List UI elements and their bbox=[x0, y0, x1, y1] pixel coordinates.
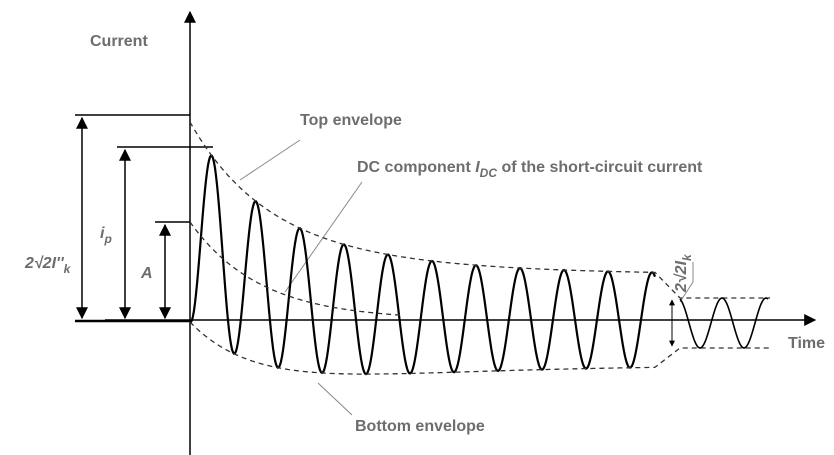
dc-component-label: DC component IDC of the short-circuit cu… bbox=[357, 159, 703, 180]
subscript: p bbox=[103, 232, 111, 246]
initial-peak-label: 2√2I''k bbox=[24, 255, 72, 276]
bottom-envelope-label: Bottom envelope bbox=[355, 418, 485, 435]
y-axis-label: Current bbox=[90, 33, 148, 50]
symbol: 2√2I bbox=[673, 260, 690, 293]
peak-current-label: ip bbox=[100, 225, 112, 246]
symbol: I bbox=[475, 159, 480, 176]
bottom-envelope bbox=[189, 321, 770, 375]
waveform-group bbox=[189, 121, 770, 376]
waveform bbox=[190, 154, 657, 376]
text: of the short-circuit current bbox=[497, 159, 703, 176]
top-envelope-label: Top envelope bbox=[300, 112, 402, 129]
x-axis-label: Time bbox=[788, 335, 825, 352]
subscript: k bbox=[680, 253, 694, 261]
leader-line bbox=[317, 382, 353, 416]
symbol: 2√2I'' bbox=[24, 255, 65, 272]
leader-line bbox=[239, 139, 301, 181]
subscript: k bbox=[64, 262, 72, 276]
steady-state-waveform bbox=[679, 297, 769, 349]
leader-line bbox=[284, 181, 363, 293]
top-envelope bbox=[189, 121, 770, 299]
steady-state-label: 2√2Ik bbox=[673, 253, 694, 293]
symbol: i bbox=[100, 225, 105, 242]
text: DC component bbox=[357, 159, 475, 176]
leader-line bbox=[679, 262, 694, 303]
dc-initial-label: A bbox=[140, 265, 153, 282]
subscript: DC bbox=[480, 166, 498, 180]
